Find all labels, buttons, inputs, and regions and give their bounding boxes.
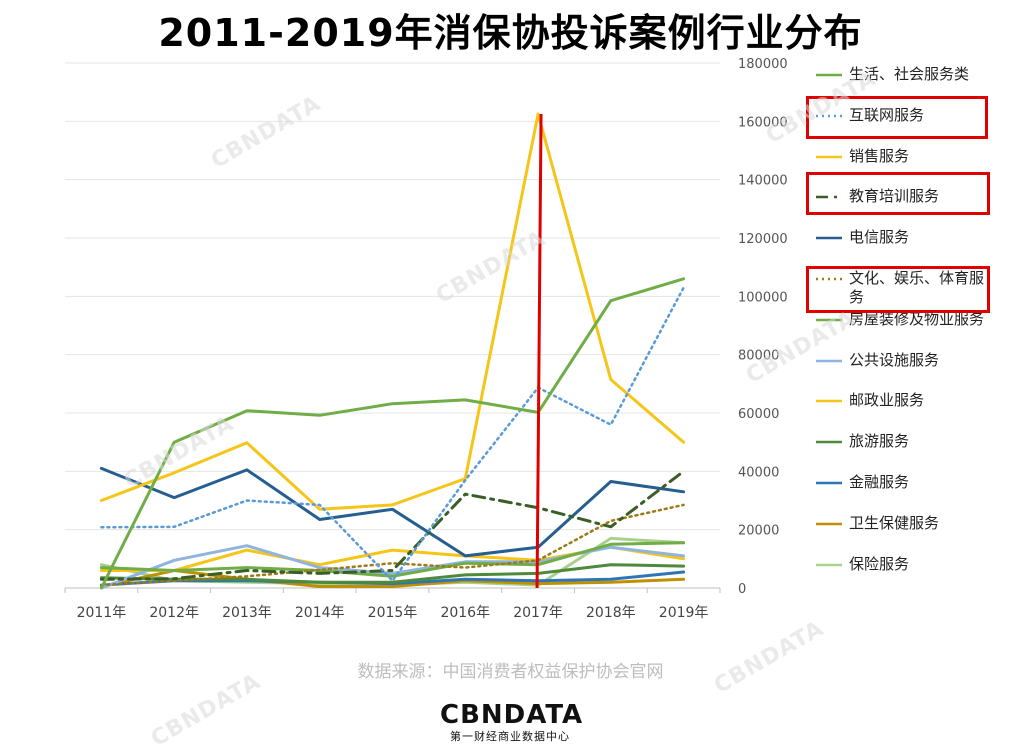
y-tick-label: 80000 (738, 349, 779, 364)
legend-item: 文化、娱乐、体育服务 (815, 269, 989, 306)
line-chart: 0 20000 40000 60000 80000 100000 120000 140000 1… (64, 57, 788, 621)
series-line (99, 469, 686, 581)
legend-label: 电信服务 (849, 228, 910, 247)
legend-swatch (816, 196, 842, 199)
x-tick-label: 2012年 (149, 605, 199, 621)
y-tick-label: 40000 (738, 465, 779, 480)
legend-item: 金融服务 (815, 473, 989, 497)
y-tick-label: 180000 (738, 57, 788, 72)
y-tick-label: 120000 (738, 232, 788, 247)
legend-item: 卫生保健服务 (815, 514, 989, 538)
legend-swatch (816, 481, 842, 485)
legend-swatch (816, 73, 842, 77)
series-line (99, 541, 686, 578)
legend-swatch (816, 400, 842, 403)
legend-label: 房屋装修及物业服务 (849, 309, 985, 328)
legend-label: 旅游服务 (849, 432, 910, 451)
legend-label: 销售服务 (849, 146, 910, 165)
legend-item: 电信服务 (815, 228, 989, 252)
legend-item: 互联网服务 (815, 106, 989, 130)
chart-title: 2011-2019年消保协投诉案例行业分布 (158, 11, 863, 55)
legend-swatch (816, 114, 842, 118)
legend-item: 公共设施服务 (815, 351, 989, 375)
series-line (99, 569, 686, 588)
legend-item: 保险服务 (815, 555, 989, 579)
legend-label: 教育培训服务 (849, 187, 940, 206)
legend-item: 房屋装修及物业服务 (815, 310, 989, 334)
series-line (99, 466, 686, 558)
data-source-note: 数据来源：中国消费者权益保护协会官网 (357, 662, 664, 682)
legend-swatch (816, 440, 842, 444)
legend-item: 教育培训服务 (815, 187, 989, 211)
legend-label: 生活、社会服务类 (849, 65, 970, 83)
legend-swatch (816, 236, 842, 240)
logo-tagline: 第一财经商业数据中心 (450, 730, 570, 743)
y-tick-label: 140000 (738, 174, 788, 189)
series-line (99, 277, 686, 590)
legend-label: 保险服务 (849, 554, 910, 573)
series-line (99, 112, 686, 511)
y-tick-label: 100000 (738, 290, 788, 305)
highlight-box-education (806, 172, 990, 215)
legend-label: 邮政业服务 (849, 391, 925, 410)
highlight-box-internet (806, 96, 988, 139)
brand-logo: CBNDATA 第一财经商业数据中心 (440, 700, 584, 744)
legend-label: 文化、娱乐、体育服务 (849, 269, 985, 306)
x-tick-label: 2011年 (77, 605, 127, 621)
legend-swatch (816, 359, 842, 362)
legend-item: 邮政业服务 (815, 391, 989, 415)
legend-swatch (816, 318, 842, 322)
y-tick-label: 0 (738, 582, 746, 597)
legend-swatch (816, 277, 842, 281)
x-tick-label: 2019年 (659, 605, 709, 621)
highlight-box-culture (806, 266, 990, 313)
legend-swatch (816, 563, 842, 566)
legend-swatch (816, 155, 842, 158)
x-tick-label: 2018年 (586, 605, 636, 621)
logo-wordmark: CBNDATA (440, 700, 584, 730)
annotation-vertical-line (535, 114, 543, 589)
series-line (100, 503, 685, 587)
x-tick-label: 2015年 (368, 605, 418, 621)
legend-label: 金融服务 (849, 473, 910, 491)
legend-label: 公共设施服务 (849, 350, 940, 369)
legend-item: 销售服务 (815, 147, 989, 171)
y-tick-label: 60000 (738, 407, 779, 422)
legend-item: 旅游服务 (815, 432, 989, 456)
y-tick-label: 160000 (738, 115, 788, 130)
x-tick-label: 2014年 (295, 605, 345, 621)
x-tick-label: 2013年 (222, 605, 272, 621)
x-tick-label: 2017年 (513, 605, 563, 621)
legend-swatch (816, 522, 842, 526)
legend-item: 生活、社会服务类 (815, 65, 989, 89)
legend-label: 卫生保健服务 (849, 513, 940, 532)
y-tick-label: 20000 (738, 524, 779, 539)
legend-label: 互联网服务 (849, 105, 925, 124)
x-tick-label: 2016年 (440, 605, 490, 621)
series-line (100, 286, 685, 582)
